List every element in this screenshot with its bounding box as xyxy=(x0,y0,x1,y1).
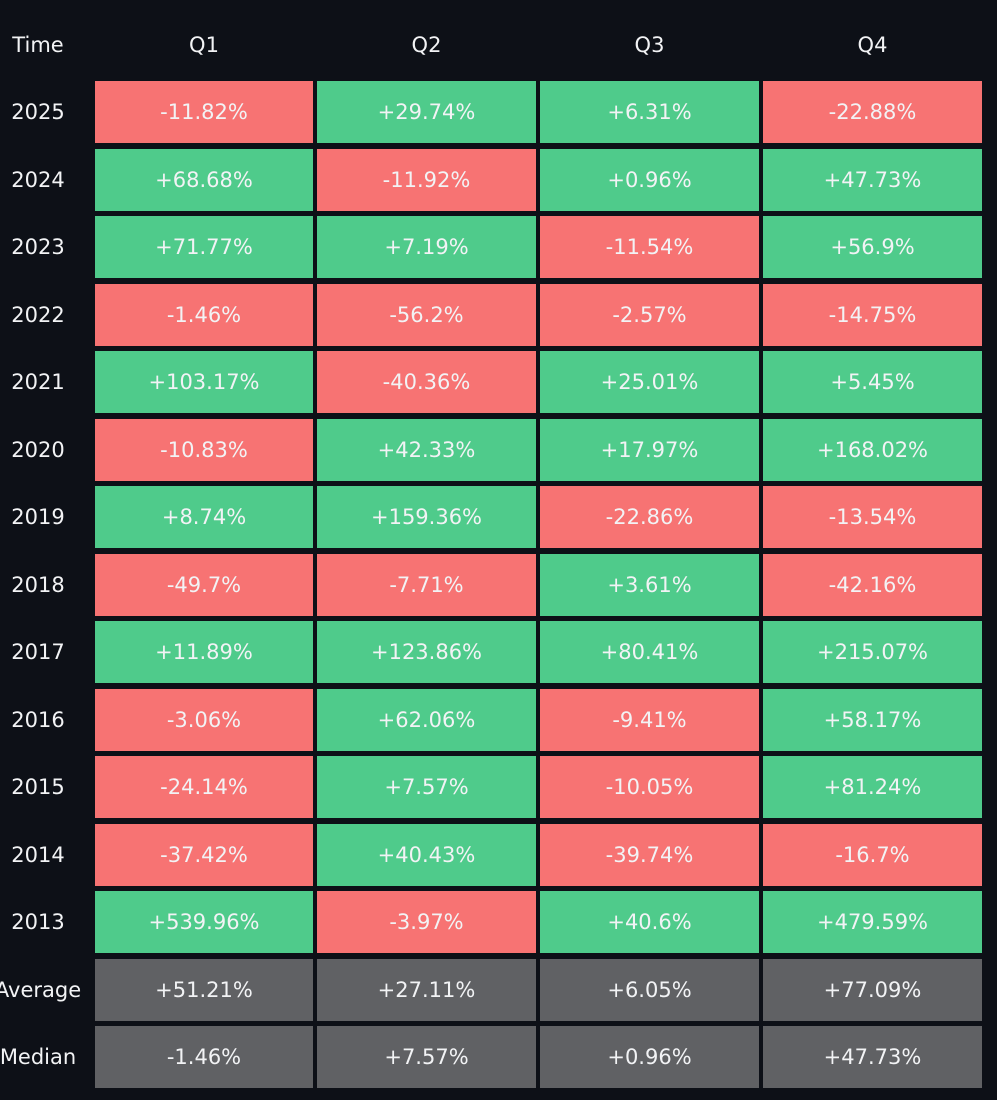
return-cell: +168.02% xyxy=(763,418,982,481)
return-cell: +56.9% xyxy=(763,216,982,278)
return-cell: +81.24% xyxy=(763,756,982,818)
return-cell: +17.97% xyxy=(540,418,759,481)
return-cell: -56.2% xyxy=(317,283,536,346)
return-cell: +479.59% xyxy=(763,891,982,953)
return-cell: -49.7% xyxy=(95,553,313,616)
return-cell: +6.31% xyxy=(540,81,759,143)
return-cell: +11.89% xyxy=(95,621,313,683)
year-label: 2025 xyxy=(11,100,65,124)
return-cell: +103.17% xyxy=(95,351,313,413)
year-label: 2021 xyxy=(11,370,65,394)
header-quarter: Q2 xyxy=(411,33,442,57)
return-cell: +7.57% xyxy=(317,756,536,818)
summary-label: Median xyxy=(0,1045,77,1069)
return-cell: -16.7% xyxy=(763,823,982,886)
year-label: 2013 xyxy=(11,910,65,934)
return-cell: +29.74% xyxy=(317,81,536,143)
return-cell: +47.73% xyxy=(763,148,982,211)
return-cell: +539.96% xyxy=(95,891,313,953)
year-label: 2016 xyxy=(11,707,65,732)
return-cell: -42.16% xyxy=(763,553,982,616)
return-cell: -40.36% xyxy=(317,351,536,413)
summary-cell: +6.05% xyxy=(540,958,759,1021)
summary-cell: +27.11% xyxy=(317,958,536,1021)
return-cell: +25.01% xyxy=(540,351,759,413)
return-cell: +3.61% xyxy=(540,553,759,616)
return-cell: +8.74% xyxy=(95,486,313,548)
year-label: 2023 xyxy=(11,235,65,259)
header-quarter: Q1 xyxy=(189,33,219,57)
return-cell: +42.33% xyxy=(317,418,536,481)
header-quarter: Q3 xyxy=(634,33,665,57)
year-label: 2024 xyxy=(11,167,65,192)
return-cell: -39.74% xyxy=(540,823,759,886)
year-label: 2015 xyxy=(11,775,65,799)
summary-cell: +7.57% xyxy=(317,1026,536,1088)
return-cell: -10.05% xyxy=(540,756,759,818)
return-cell: -10.83% xyxy=(95,418,313,481)
year-label: 2022 xyxy=(11,302,65,327)
return-cell: +7.19% xyxy=(317,216,536,278)
return-cell: -3.06% xyxy=(95,688,313,751)
return-cell: -3.97% xyxy=(317,891,536,953)
return-cell: -11.92% xyxy=(317,148,536,211)
return-cell: +62.06% xyxy=(317,688,536,751)
summary-cell: +77.09% xyxy=(763,958,982,1021)
return-cell: +80.41% xyxy=(540,621,759,683)
return-cell: -22.88% xyxy=(763,81,982,143)
summary-cell: -1.46% xyxy=(95,1026,313,1088)
return-cell: +159.36% xyxy=(317,486,536,548)
return-cell: +123.86% xyxy=(317,621,536,683)
summary-cell: +0.96% xyxy=(540,1026,759,1088)
return-cell: -24.14% xyxy=(95,756,313,818)
return-cell: -7.71% xyxy=(317,553,536,616)
return-cell: +58.17% xyxy=(763,688,982,751)
year-label: 2020 xyxy=(11,437,65,462)
return-cell: +0.96% xyxy=(540,148,759,211)
header-quarter: Q4 xyxy=(857,33,888,57)
header-time: Time xyxy=(12,33,64,57)
return-cell: +40.6% xyxy=(540,891,759,953)
year-label: 2018 xyxy=(11,572,65,597)
summary-cell: +51.21% xyxy=(95,958,313,1021)
year-label: 2019 xyxy=(11,505,65,529)
return-cell: +215.07% xyxy=(763,621,982,683)
return-cell: -13.54% xyxy=(763,486,982,548)
return-cell: -14.75% xyxy=(763,283,982,346)
year-label: 2017 xyxy=(11,640,65,664)
year-label: 2014 xyxy=(11,842,65,867)
return-cell: +71.77% xyxy=(95,216,313,278)
return-cell: +68.68% xyxy=(95,148,313,211)
return-cell: -2.57% xyxy=(540,283,759,346)
return-cell: -11.54% xyxy=(540,216,759,278)
summary-label: Average xyxy=(0,977,82,1002)
return-cell: +5.45% xyxy=(763,351,982,413)
return-cell: +40.43% xyxy=(317,823,536,886)
return-cell: -11.82% xyxy=(95,81,313,143)
return-cell: -37.42% xyxy=(95,823,313,886)
return-cell: -1.46% xyxy=(95,283,313,346)
return-cell: -22.86% xyxy=(540,486,759,548)
return-cell: -9.41% xyxy=(540,688,759,751)
summary-cell: +47.73% xyxy=(763,1026,982,1088)
